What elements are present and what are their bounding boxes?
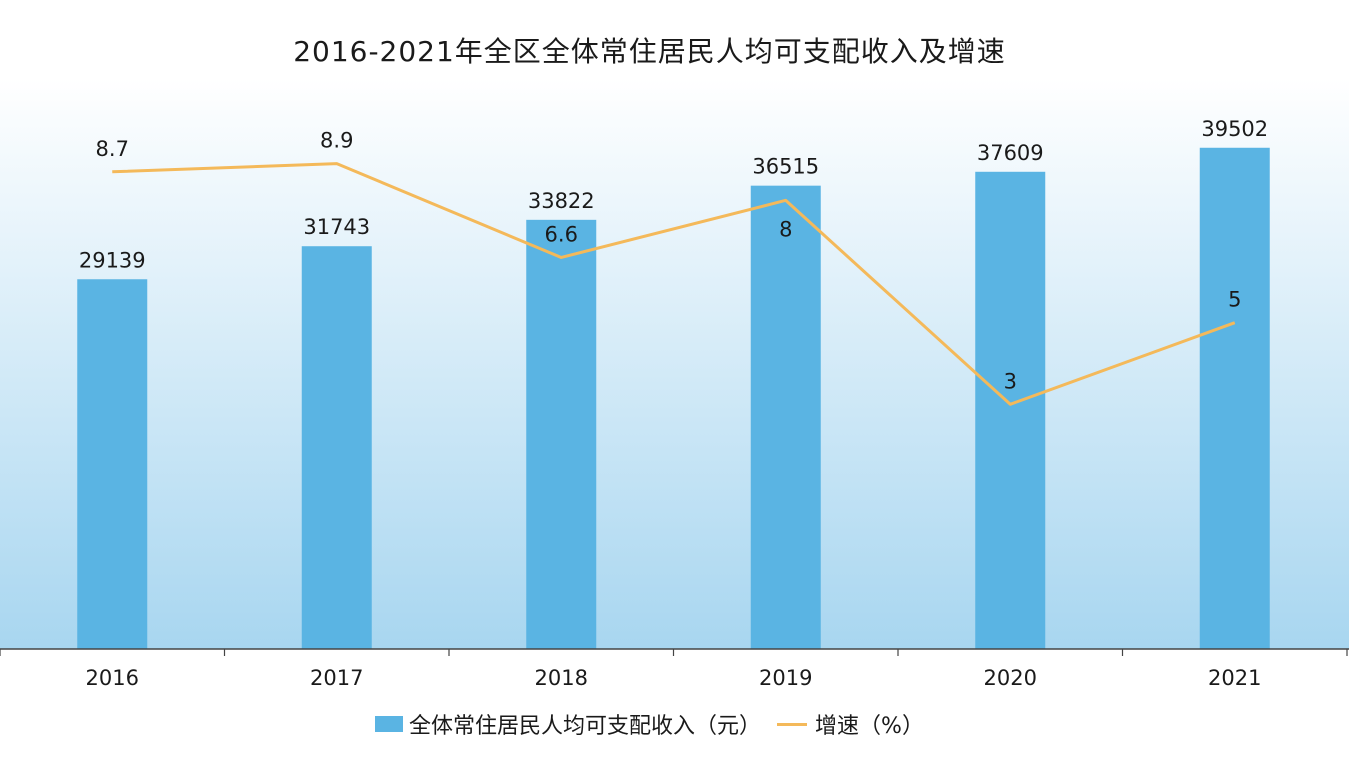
bar-label-2021: 39502 [1201,117,1268,141]
line-label-2019: 8 [779,217,792,241]
bar-2020 [975,171,1046,650]
line-label-2020: 3 [1004,369,1017,393]
growth-line [112,162,1236,406]
x-tick-label-2018: 2018 [535,666,588,690]
x-tick-label-2021: 2021 [1208,666,1261,690]
line-label-2017: 8.9 [320,129,353,153]
bar-2018 [526,219,597,649]
legend-label-growth: 增速（%） [815,714,924,739]
x-tick-label-2017: 2017 [310,666,363,690]
x-tick-label-2019: 2019 [759,666,812,690]
bar-2017 [301,246,372,649]
bar-label-2018: 33822 [528,189,595,213]
legend-label-income: 全体常住居民人均可支配收入（元） [409,714,762,739]
plot-background [0,78,1349,649]
line-label-2018: 6.6 [545,222,578,246]
line-label-2021: 5 [1228,288,1241,312]
bar-2021 [1199,147,1270,650]
bar-2016 [77,279,148,649]
chart-title: 2016-2021年全区全体常住居民人均可支配收入及增速 [293,35,1006,68]
bar-label-2016: 29139 [79,248,146,272]
bar-label-2019: 36515 [752,155,819,179]
bar-label-2017: 31743 [303,215,370,239]
x-tick-label-2020: 2020 [984,666,1037,690]
legend-item-income: 全体常住居民人均可支配收入（元） [375,708,761,740]
line-label-2016: 8.7 [96,137,129,161]
bar-label-2020: 37609 [977,141,1044,165]
legend: 全体常住居民人均可支配收入（元） 增速（%） [0,708,1299,740]
x-tick-label-2016: 2016 [86,666,139,690]
bar-2019 [750,185,821,649]
legend-swatch-line [777,722,808,726]
legend-item-growth: 增速（%） [777,708,924,740]
legend-swatch-bar [375,716,404,732]
